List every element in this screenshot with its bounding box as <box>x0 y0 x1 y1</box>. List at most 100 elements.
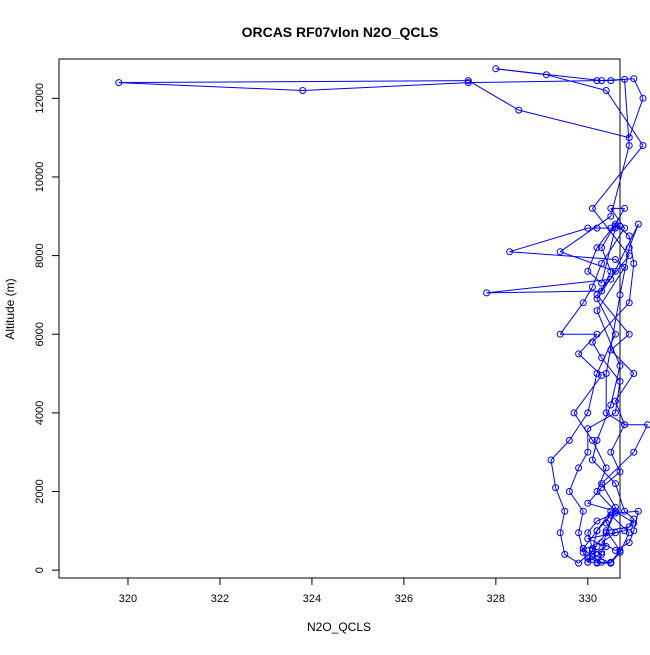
data-point <box>634 507 642 515</box>
data-point <box>588 436 596 444</box>
data-point <box>115 79 123 87</box>
data-point <box>621 224 629 232</box>
data-point <box>483 289 491 297</box>
data-point <box>575 529 583 537</box>
series-layer <box>115 65 650 567</box>
series-line-segment <box>615 259 625 268</box>
data-point <box>607 507 615 515</box>
data-point <box>593 436 601 444</box>
data-point <box>644 421 650 429</box>
series-line-segment <box>587 247 598 272</box>
series-line-segment <box>605 412 625 426</box>
series-line-segment <box>615 510 639 514</box>
series-line-segment <box>302 82 469 91</box>
series-line-segment <box>546 74 607 91</box>
series-line-segment <box>568 491 584 512</box>
data-point <box>598 372 606 379</box>
data-point <box>611 330 619 338</box>
data-point <box>584 448 592 456</box>
data-point <box>506 248 514 256</box>
series-line-segment <box>601 271 612 292</box>
series-line-segment <box>587 502 616 512</box>
series-line-segment <box>587 373 598 414</box>
data-point <box>607 204 615 212</box>
series-line-segment <box>118 82 303 91</box>
data-point <box>584 267 592 275</box>
data-point <box>639 142 647 149</box>
series-line-segment <box>559 511 566 533</box>
data-point <box>630 370 638 377</box>
data-point <box>607 275 615 283</box>
x-tick-label: 320 <box>119 593 137 605</box>
series-line-segment <box>628 98 644 138</box>
series-line-segment <box>633 424 649 453</box>
data-point <box>630 260 638 267</box>
data-point <box>593 488 601 495</box>
data-point <box>547 456 555 464</box>
series-line-segment <box>619 247 630 295</box>
y-axis-label: Altitude (m) <box>3 278 17 339</box>
data-point <box>593 77 601 85</box>
y-tick-label: 4000 <box>34 401 46 425</box>
data-point <box>593 295 601 303</box>
data-point <box>598 354 606 362</box>
data-point <box>616 377 624 385</box>
series-line-segment <box>628 530 635 543</box>
data-point <box>579 299 587 307</box>
data-point <box>598 480 606 488</box>
series-line-segment <box>118 80 469 84</box>
series-line-segment <box>591 440 607 469</box>
series-line-segment <box>610 451 621 473</box>
data-point <box>542 71 550 79</box>
series-line-segment <box>550 440 570 461</box>
data-point <box>625 539 633 547</box>
series-line-segment <box>486 290 602 294</box>
data-point <box>602 529 610 537</box>
data-point <box>625 134 633 142</box>
data-point <box>299 87 307 94</box>
data-point <box>598 287 606 295</box>
series-line-segment <box>633 78 644 99</box>
data-point <box>616 291 624 299</box>
data-point <box>621 527 629 535</box>
data-point <box>611 547 619 554</box>
series-line-segment <box>578 511 584 533</box>
data-point <box>584 499 592 507</box>
series-line-segment <box>518 109 630 139</box>
data-point <box>593 224 601 232</box>
x-tick-label: 324 <box>303 593 321 605</box>
data-point <box>616 547 624 554</box>
data-point <box>602 464 610 472</box>
data-point <box>575 464 583 472</box>
series-line-segment <box>601 483 616 508</box>
data-point <box>598 548 606 556</box>
series-line-segment <box>596 267 626 311</box>
data-point <box>602 543 610 550</box>
data-point <box>588 338 596 346</box>
data-point <box>625 299 633 307</box>
data-point <box>616 468 624 476</box>
data-point <box>630 75 638 83</box>
data-point <box>598 260 606 267</box>
series-line-segment <box>591 263 603 288</box>
x-tick-label: 330 <box>579 593 597 605</box>
data-point <box>602 409 610 417</box>
data-point <box>593 244 601 252</box>
chart-title: ORCAS RF07vlon N2O_QCLS <box>242 24 439 40</box>
data-point <box>611 480 619 488</box>
data-point <box>607 212 615 220</box>
data-point <box>584 529 592 537</box>
data-point <box>616 222 624 230</box>
series-line-segment <box>550 459 557 488</box>
data-point <box>602 370 610 377</box>
series-line-segment <box>555 487 566 512</box>
series-line-segment <box>596 298 616 335</box>
data-point <box>556 248 564 256</box>
data-point <box>598 279 606 287</box>
data-point <box>634 220 642 228</box>
series-line-segment <box>619 532 630 553</box>
data-point <box>575 350 583 358</box>
data-point <box>593 330 601 338</box>
series-line-segment <box>592 459 616 484</box>
